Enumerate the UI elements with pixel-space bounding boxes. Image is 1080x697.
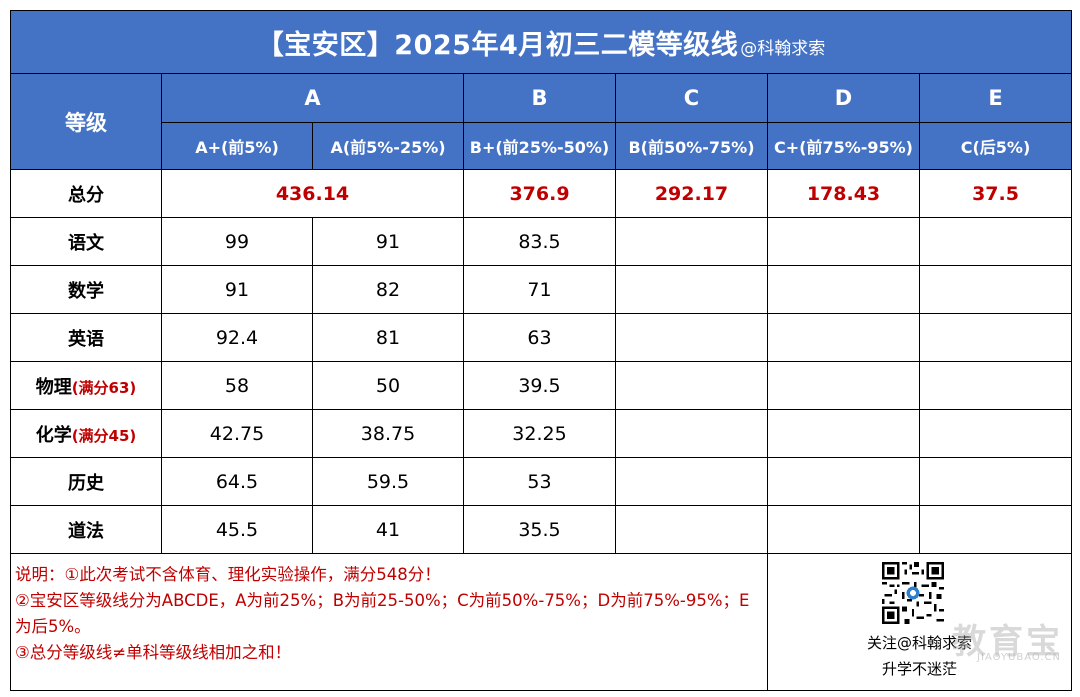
score-cell: 42.75 bbox=[161, 409, 313, 458]
title-bar: 【宝安区】2025年4月初三二模等级线 @科翰求索 bbox=[9, 10, 1073, 74]
score-cell: 64.5 bbox=[161, 457, 313, 506]
subgroup-header: C+(前75%-95%) bbox=[767, 122, 920, 170]
empty-cell bbox=[918, 313, 1073, 362]
empty-cell bbox=[615, 457, 768, 506]
empty-cell bbox=[918, 457, 1073, 506]
total-value-e: 37.5 bbox=[918, 169, 1073, 218]
subject-label: 数学 bbox=[10, 265, 162, 314]
subgroup-header: B+(前25%-50%) bbox=[463, 122, 616, 170]
empty-cell bbox=[918, 505, 1073, 554]
subject-label: 英语 bbox=[10, 313, 162, 362]
page-title: 【宝安区】2025年4月初三二模等级线 bbox=[256, 29, 739, 61]
total-row: 总分 436.14 376.9 292.17 178.43 37.5 bbox=[10, 169, 1073, 218]
full-score-note: (满分63) bbox=[71, 378, 137, 397]
qr-code-icon bbox=[882, 562, 944, 624]
table-row: 历史 64.5 59.5 53 bbox=[10, 457, 1073, 506]
empty-cell bbox=[767, 265, 920, 314]
score-cell: 59.5 bbox=[312, 457, 464, 506]
table-row: 数学 91 82 71 bbox=[10, 265, 1073, 314]
score-cell: 92.4 bbox=[161, 313, 313, 362]
group-header-e: E bbox=[918, 73, 1073, 123]
watermark-url: JIAOYUBAO.CN bbox=[977, 652, 1062, 663]
group-header-d: D bbox=[767, 73, 920, 123]
group-header-c: C bbox=[615, 73, 768, 123]
score-cell: 71 bbox=[463, 265, 616, 314]
score-cell: 81 bbox=[312, 313, 464, 362]
total-label: 总分 bbox=[10, 169, 162, 218]
empty-cell bbox=[767, 457, 920, 506]
empty-cell bbox=[615, 217, 768, 266]
subgroup-header: A+(前5%) bbox=[161, 122, 313, 170]
empty-cell bbox=[615, 361, 768, 410]
empty-cell bbox=[615, 313, 768, 362]
subject-label: 历史 bbox=[10, 457, 162, 506]
empty-cell bbox=[615, 265, 768, 314]
table-row: 语文 99 91 83.5 bbox=[10, 217, 1073, 266]
table-row: 道法 45.5 41 35.5 bbox=[10, 505, 1073, 554]
note-line: ③总分等级线≠单科等级线相加之和！ bbox=[15, 643, 292, 662]
group-header-a: A bbox=[161, 73, 464, 123]
subject-label: 道法 bbox=[10, 505, 162, 554]
score-cell: 41 bbox=[312, 505, 464, 554]
score-cell: 35.5 bbox=[463, 505, 616, 554]
table-row: 物理(满分63) 58 50 39.5 bbox=[10, 361, 1073, 410]
score-cell: 58 bbox=[161, 361, 313, 410]
empty-cell bbox=[767, 409, 920, 458]
score-cell: 45.5 bbox=[161, 505, 313, 554]
empty-cell bbox=[918, 409, 1073, 458]
qr-panel: 关注@科翰求索 升学不迷茫 教育宝 JIAOYUBAO.CN bbox=[766, 553, 1073, 691]
score-cell: 53 bbox=[463, 457, 616, 506]
empty-cell bbox=[767, 217, 920, 266]
total-value-b: 376.9 bbox=[463, 169, 616, 218]
full-score-note: (满分45) bbox=[71, 426, 137, 445]
score-cell: 63 bbox=[463, 313, 616, 362]
group-header-b: B bbox=[463, 73, 616, 123]
score-cell: 38.75 bbox=[312, 409, 464, 458]
empty-cell bbox=[615, 505, 768, 554]
qr-caption-follow: 关注@科翰求索 bbox=[867, 634, 973, 652]
table-row: 英语 92.4 81 63 bbox=[10, 313, 1073, 362]
title-author: @科翰求索 bbox=[740, 38, 826, 59]
score-cell: 91 bbox=[312, 217, 464, 266]
empty-cell bbox=[767, 313, 920, 362]
subgroup-header: B(前50%-75%) bbox=[615, 122, 768, 170]
note-line: ②宝安区等级线分为ABCDE，A为前25%；B为前25-50%；C为前50%-7… bbox=[15, 591, 750, 636]
subject-label: 语文 bbox=[10, 217, 162, 266]
grade-header: 等级 bbox=[10, 73, 162, 170]
empty-cell bbox=[615, 409, 768, 458]
empty-cell bbox=[918, 217, 1073, 266]
table-row: 化学(满分45) 42.75 38.75 32.25 bbox=[10, 409, 1073, 458]
total-value-a: 436.14 bbox=[161, 169, 464, 218]
score-cell: 83.5 bbox=[463, 217, 616, 266]
subject-label: 物理(满分63) bbox=[10, 361, 162, 410]
subject-label: 化学(满分45) bbox=[10, 409, 162, 458]
score-cell: 50 bbox=[312, 361, 464, 410]
score-cell: 99 bbox=[161, 217, 313, 266]
empty-cell bbox=[918, 265, 1073, 314]
empty-cell bbox=[767, 505, 920, 554]
grade-line-table: 【宝安区】2025年4月初三二模等级线 @科翰求索 等级 A B C D E A+… bbox=[9, 10, 1073, 691]
watermark-logo: 教育宝 bbox=[952, 622, 1064, 662]
subgroup-header: A(前5%-25%) bbox=[312, 122, 464, 170]
subgroup-header: C(后5%) bbox=[918, 122, 1073, 170]
total-value-c: 292.17 bbox=[615, 169, 768, 218]
notes-panel: 说明：①此次考试不含体育、理化实验操作，满分548分！ ②宝安区等级线分为ABC… bbox=[10, 553, 768, 691]
empty-cell bbox=[918, 361, 1073, 410]
score-cell: 82 bbox=[312, 265, 464, 314]
note-line: 说明：①此次考试不含体育、理化实验操作，满分548分！ bbox=[15, 565, 441, 584]
score-cell: 39.5 bbox=[463, 361, 616, 410]
total-value-d: 178.43 bbox=[767, 169, 920, 218]
qr-caption-slogan: 升学不迷茫 bbox=[882, 660, 958, 678]
score-cell: 91 bbox=[161, 265, 313, 314]
score-cell: 32.25 bbox=[463, 409, 616, 458]
empty-cell bbox=[767, 361, 920, 410]
